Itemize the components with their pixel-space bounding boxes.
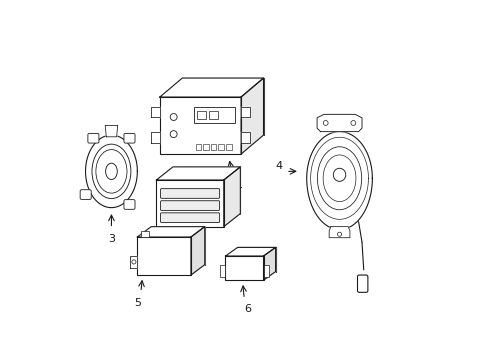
- Circle shape: [170, 113, 177, 121]
- Polygon shape: [151, 107, 160, 117]
- Bar: [209, 111, 218, 119]
- Bar: [195, 144, 201, 150]
- Bar: [225, 144, 231, 150]
- Polygon shape: [190, 227, 204, 275]
- FancyBboxPatch shape: [160, 189, 219, 198]
- Ellipse shape: [317, 147, 361, 210]
- Bar: [156, 180, 224, 227]
- Polygon shape: [306, 132, 371, 230]
- FancyBboxPatch shape: [123, 134, 135, 143]
- Circle shape: [323, 121, 327, 125]
- Polygon shape: [130, 256, 137, 268]
- Polygon shape: [137, 227, 204, 237]
- FancyBboxPatch shape: [123, 200, 135, 209]
- FancyBboxPatch shape: [88, 134, 99, 143]
- Circle shape: [132, 260, 136, 264]
- Ellipse shape: [333, 168, 345, 181]
- Ellipse shape: [96, 150, 127, 193]
- Bar: [197, 111, 205, 119]
- Polygon shape: [241, 132, 249, 143]
- Ellipse shape: [92, 144, 131, 199]
- Polygon shape: [156, 167, 240, 180]
- Text: 5: 5: [134, 297, 141, 307]
- Bar: [160, 97, 241, 154]
- Bar: [203, 144, 208, 150]
- Bar: [220, 265, 225, 277]
- Ellipse shape: [323, 155, 355, 202]
- Polygon shape: [151, 132, 160, 143]
- Circle shape: [170, 131, 177, 138]
- Bar: [141, 231, 149, 237]
- Polygon shape: [105, 125, 118, 137]
- Circle shape: [350, 121, 355, 125]
- Polygon shape: [316, 114, 361, 132]
- Text: 3: 3: [108, 234, 115, 244]
- Bar: [210, 144, 216, 150]
- Bar: [263, 265, 268, 277]
- FancyBboxPatch shape: [160, 201, 219, 210]
- Text: 1: 1: [235, 180, 242, 190]
- Polygon shape: [85, 135, 137, 208]
- Bar: [225, 256, 263, 280]
- Bar: [137, 237, 190, 275]
- Text: 2: 2: [193, 249, 200, 259]
- Bar: [218, 144, 224, 150]
- Polygon shape: [241, 107, 249, 117]
- Polygon shape: [263, 247, 275, 280]
- Ellipse shape: [105, 163, 117, 180]
- Polygon shape: [224, 167, 240, 227]
- FancyBboxPatch shape: [160, 213, 219, 222]
- Text: 6: 6: [244, 305, 251, 314]
- Polygon shape: [225, 247, 275, 256]
- Polygon shape: [241, 78, 263, 154]
- FancyBboxPatch shape: [357, 275, 367, 292]
- Circle shape: [337, 232, 341, 236]
- Polygon shape: [160, 78, 263, 97]
- Polygon shape: [328, 227, 349, 238]
- FancyBboxPatch shape: [80, 190, 91, 199]
- Text: 4: 4: [275, 161, 282, 171]
- Bar: [194, 107, 234, 123]
